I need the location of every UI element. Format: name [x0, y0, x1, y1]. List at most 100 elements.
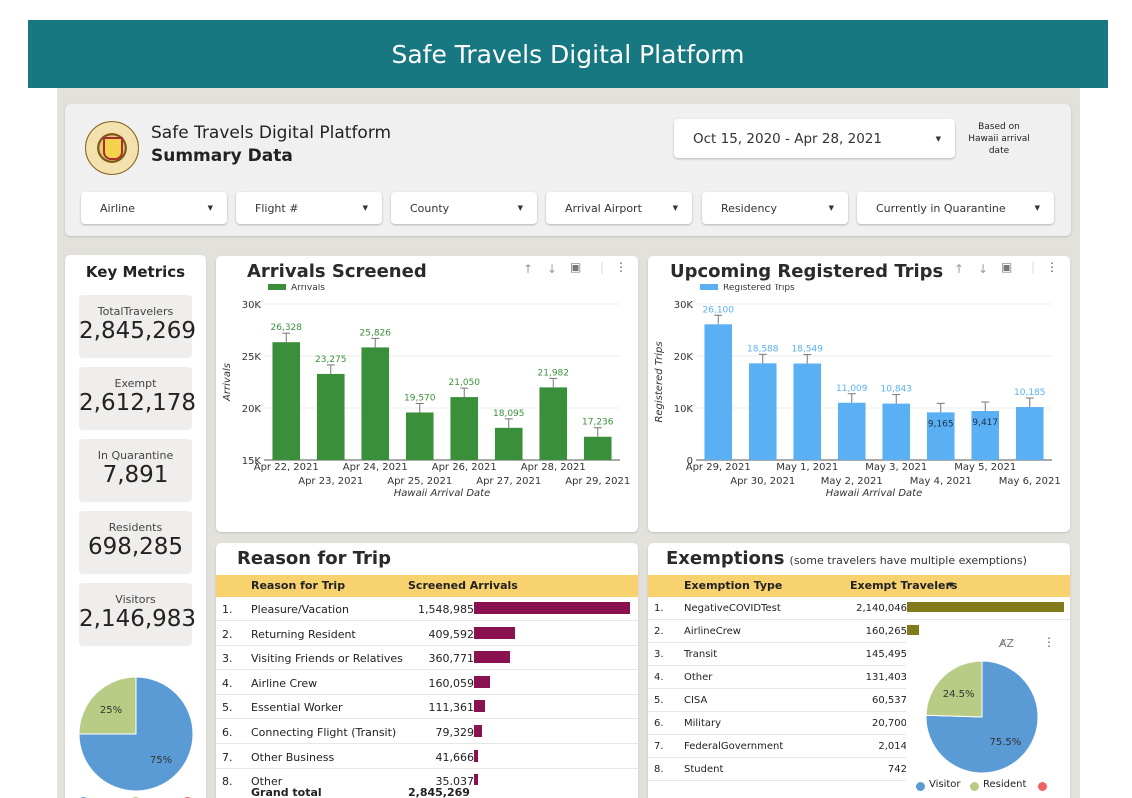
- filter-dropdown[interactable]: Arrival Airport ▼: [546, 192, 692, 224]
- x-tick-label: May 1, 2021: [776, 462, 838, 473]
- row-reason: Returning Resident: [251, 627, 356, 641]
- pie-slice[interactable]: [79, 677, 194, 792]
- bar[interactable]: [1015, 407, 1044, 460]
- y-tick-label: 30K: [674, 300, 694, 311]
- legend-label: Arrivals: [291, 284, 325, 293]
- caret-down-icon: ▼: [672, 204, 678, 212]
- x-axis-label: Hawaii Arrival Date: [826, 488, 922, 499]
- chart-drill-icon[interactable]: ▣: [570, 260, 582, 274]
- bar[interactable]: [361, 347, 390, 460]
- metric-label: Residents: [108, 521, 163, 534]
- state-seal-logo: [85, 121, 139, 175]
- filter-dropdown[interactable]: County ▼: [391, 192, 537, 224]
- table-row[interactable]: 3. Visiting Friends or Relatives 360,771: [216, 646, 638, 671]
- bar[interactable]: [748, 363, 777, 460]
- legend-swatch: [700, 284, 718, 290]
- trips-bar-chart: Registered Trips 0 10K 20K 30K Registered Tri…: [654, 284, 1061, 499]
- more-options-icon[interactable]: ⋮: [1046, 260, 1058, 274]
- table-row[interactable]: 5. Essential Worker 111,361: [216, 695, 638, 720]
- chart-drill-icon[interactable]: ▣: [1001, 260, 1013, 274]
- bar[interactable]: [272, 342, 301, 460]
- exemptions-card: Exemptions (some travelers have multiple…: [648, 543, 1070, 798]
- row-exemption: AirlineCrew: [684, 626, 741, 637]
- sort-desc-icon[interactable]: ↓: [547, 262, 558, 276]
- key-metrics-panel: Key Metrics TotalTravelers 2,845,269 Exemp…: [65, 255, 206, 798]
- bar[interactable]: [494, 427, 523, 460]
- pie-slice-label: 75.5%: [989, 737, 1021, 748]
- row-bar: [907, 602, 1064, 612]
- x-tick-label: Apr 29, 2021: [565, 476, 630, 487]
- bar[interactable]: [971, 411, 1000, 460]
- bar[interactable]: [316, 373, 345, 460]
- sort-asc-icon[interactable]: ↑: [523, 262, 534, 276]
- col-header-arrivals[interactable]: Screened Arrivals: [408, 579, 518, 592]
- table-row[interactable]: 7. Other Business 41,666: [216, 745, 638, 769]
- x-tick-label: Apr 23, 2021: [298, 476, 363, 487]
- pie-slice-label: 25%: [100, 705, 122, 716]
- exemptions-heading: Exemptions (some travelers have multiple…: [666, 548, 1027, 569]
- data-label: 9,165: [928, 419, 954, 429]
- exemptions-note: (some travelers have multiple exemptions…: [789, 554, 1027, 567]
- row-value: 60,537: [872, 695, 907, 706]
- table-row[interactable]: 4. Airline Crew 160,059: [216, 671, 638, 695]
- caret-down-icon: ▼: [1034, 204, 1040, 212]
- sort-caret-icon[interactable]: ▼: [948, 581, 954, 589]
- sort-asc-icon[interactable]: ↑: [954, 262, 965, 276]
- table-row[interactable]: 2. AirlineCrew 160,265: [648, 620, 1070, 643]
- caret-down-icon: ▼: [362, 204, 368, 212]
- table-row[interactable]: 2. Returning Resident 409,592: [216, 622, 638, 646]
- sort-az-icon[interactable]: A̸Z: [999, 637, 1015, 650]
- data-label: 10,843: [881, 385, 913, 395]
- row-number: 7.: [222, 750, 233, 764]
- metric-label: Visitors: [115, 593, 156, 606]
- row-value: 20,700: [872, 718, 907, 729]
- bar[interactable]: [539, 387, 568, 460]
- date-range-picker[interactable]: Oct 15, 2020 - Apr 28, 2021 ▼: [674, 119, 955, 158]
- x-tick-label: Apr 22, 2021: [254, 462, 319, 473]
- col-header-exemption[interactable]: Exemption Type: [684, 579, 783, 592]
- filter-dropdown[interactable]: Airline ▼: [81, 192, 227, 224]
- bar[interactable]: [405, 412, 434, 460]
- filter-dropdown[interactable]: Currently in Quarantine ▼: [857, 192, 1054, 224]
- arrivals-bar-chart: Arrivals 15K 20K 25K 30K Arrivals 26,328 Apr 22…: [222, 284, 630, 499]
- more-options-icon[interactable]: ⋮: [615, 260, 627, 274]
- more-options-icon[interactable]: ⋮: [1043, 635, 1055, 649]
- col-header-exempt-travelers[interactable]: Exempt Travelers: [850, 579, 958, 592]
- col-header-reason[interactable]: Reason for Trip: [251, 579, 346, 592]
- reason-table-title: Reason for Trip: [237, 548, 391, 569]
- bar[interactable]: [793, 363, 822, 460]
- exemptions-table-header: Exemption Type Exempt Travelers ▼: [648, 575, 1070, 597]
- data-label: 9,417: [972, 418, 998, 428]
- filter-dropdown[interactable]: Flight # ▼: [236, 192, 382, 224]
- trips-chart-card: Upcoming Registered Trips ↑ ↓ ▣ | ⋮ Regi…: [648, 256, 1070, 532]
- row-exemption: Other: [684, 672, 713, 683]
- row-bar: [474, 774, 478, 787]
- y-tick-label: 0: [687, 456, 693, 467]
- y-tick-label: 10K: [674, 404, 694, 415]
- sort-desc-icon[interactable]: ↓: [978, 262, 989, 276]
- bar[interactable]: [926, 412, 955, 460]
- bar[interactable]: [837, 402, 866, 460]
- arrivals-chart-title: Arrivals Screened: [247, 261, 427, 282]
- table-row[interactable]: 1. Pleasure/Vacation 1,548,985: [216, 597, 638, 621]
- table-row[interactable]: 1. NegativeCOVIDTest 2,140,046: [648, 597, 1070, 620]
- exemptions-title: Exemptions: [666, 548, 785, 569]
- bar[interactable]: [704, 324, 733, 460]
- row-value: 2,140,046: [856, 603, 907, 614]
- metric-card: Exempt 2,612,178: [79, 367, 196, 430]
- bar[interactable]: [583, 436, 612, 460]
- x-tick-label: Apr 27, 2021: [476, 476, 541, 487]
- bar[interactable]: [450, 397, 479, 460]
- pie-slice[interactable]: [926, 661, 983, 718]
- row-bar: [474, 700, 485, 713]
- table-row[interactable]: 6. Connecting Flight (Transit) 79,329: [216, 720, 638, 744]
- row-reason: Other: [251, 775, 283, 789]
- data-label: 23,275: [315, 355, 347, 365]
- row-reason: Visiting Friends or Relatives: [251, 652, 403, 666]
- data-label: 18,588: [747, 344, 779, 354]
- legend-label: Registered Trips: [723, 284, 795, 293]
- row-bar: [474, 602, 630, 614]
- bar[interactable]: [882, 403, 911, 460]
- pie-slice[interactable]: [79, 677, 137, 735]
- filter-dropdown[interactable]: Residency ▼: [702, 192, 848, 224]
